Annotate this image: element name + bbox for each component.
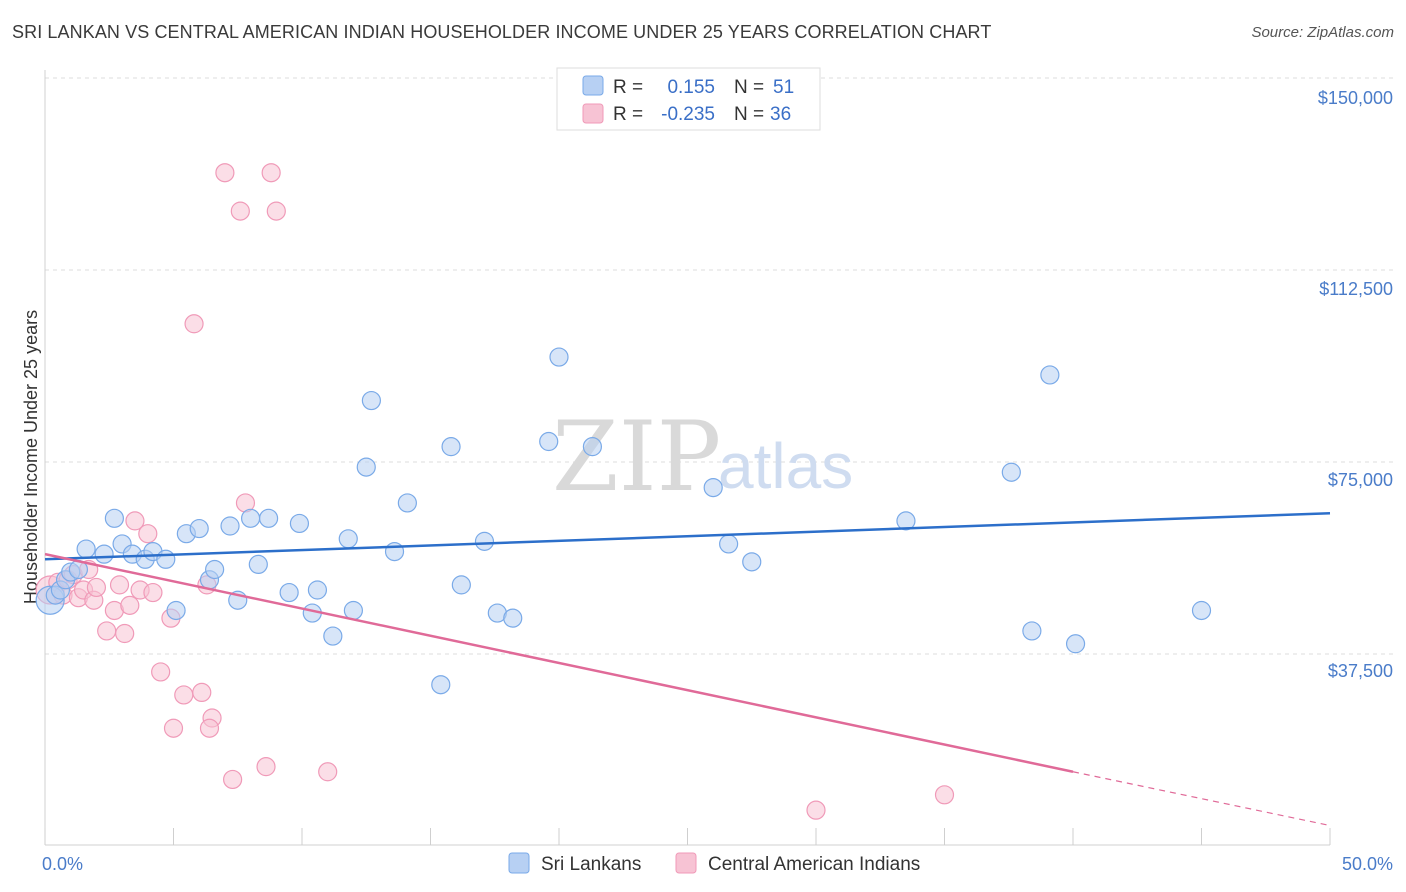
legend-r-value-1: 0.155	[667, 77, 715, 98]
point-sri-lankans	[94, 544, 114, 564]
legend-r-label-2: R =	[613, 104, 643, 125]
x-tick-label-min: 0.0%	[42, 854, 83, 874]
point-sri-lankans	[1001, 462, 1021, 482]
point-central-american-indians	[174, 685, 194, 705]
point-sri-lankans	[742, 552, 762, 572]
point-central-american-indians	[97, 621, 117, 641]
point-sri-lankans	[1040, 365, 1060, 385]
chart-title: SRI LANKAN VS CENTRAL AMERICAN INDIAN HO…	[12, 22, 992, 42]
point-sri-lankans	[719, 534, 739, 554]
y-tick-label: $37,500	[1328, 661, 1393, 681]
legend-n-label-2: N =	[734, 104, 764, 125]
point-sri-lankans	[104, 508, 124, 528]
trend-lines	[44, 511, 1331, 827]
point-sri-lankans	[289, 513, 310, 534]
point-sri-lankans	[361, 390, 381, 411]
legend-n-value-1: 51	[773, 77, 794, 98]
point-central-american-indians	[138, 524, 158, 544]
x-axis-ticks	[44, 828, 1331, 845]
point-central-american-indians	[223, 769, 243, 790]
point-sri-lankans	[156, 549, 176, 569]
point-sri-lankans	[205, 559, 225, 580]
y-tick-label: $150,000	[1318, 88, 1393, 108]
gridlines	[45, 77, 1395, 655]
chart-source: Source: ZipAtlas.com	[1251, 24, 1394, 41]
point-sri-lankans	[279, 582, 299, 603]
point-sri-lankans	[258, 508, 279, 528]
legend-swatch-central-american-indians	[582, 103, 604, 124]
y-tick-label: $112,500	[1319, 279, 1393, 299]
point-central-american-indians	[151, 662, 171, 682]
point-central-american-indians	[115, 623, 135, 644]
series-legend: Sri Lankans Central American Indians	[508, 852, 920, 875]
watermark-zip: ZIP	[552, 401, 721, 513]
point-central-american-indians	[86, 577, 107, 598]
point-central-american-indians	[184, 314, 204, 334]
point-central-american-indians	[143, 582, 163, 603]
point-sri-lankans	[241, 508, 261, 528]
y-axis-title: Householder Income Under 25 years	[21, 310, 41, 604]
point-central-american-indians	[266, 201, 286, 221]
point-sri-lankans	[539, 431, 559, 452]
point-sri-lankans	[582, 437, 603, 457]
bottom-legend-swatch-central-american-indians	[675, 852, 697, 874]
point-central-american-indians	[192, 682, 212, 703]
point-central-american-indians	[163, 718, 184, 738]
point-central-american-indians	[125, 511, 145, 531]
point-sri-lankans	[431, 675, 451, 695]
legend-r-value-2: -0.235	[661, 104, 715, 125]
point-sri-lankans	[323, 626, 343, 646]
y-tick-label: $75,000	[1328, 470, 1393, 490]
bottom-legend-label-sri-lankans: Sri Lankans	[541, 854, 641, 875]
point-sri-lankans	[896, 511, 916, 531]
point-sri-lankans	[1065, 634, 1086, 654]
point-central-american-indians	[318, 762, 338, 782]
point-sri-lankans	[343, 600, 363, 621]
point-sri-lankans	[451, 575, 471, 595]
bottom-legend-swatch-sri-lankans	[508, 852, 530, 874]
point-sri-lankans	[76, 539, 96, 559]
point-sri-lankans	[307, 580, 328, 600]
point-central-american-indians	[215, 163, 235, 183]
point-sri-lankans	[356, 457, 376, 477]
point-central-american-indians	[261, 163, 281, 183]
point-central-american-indians	[120, 595, 140, 615]
point-sri-lankans	[441, 437, 461, 457]
point-central-american-indians	[199, 718, 220, 738]
point-central-american-indians	[256, 757, 276, 777]
legend-n-value-2: 36	[770, 104, 791, 125]
point-sri-lankans	[549, 347, 569, 367]
point-sri-lankans	[503, 608, 523, 628]
point-sri-lankans	[703, 478, 723, 498]
point-sri-lankans	[248, 554, 268, 575]
legend-n-label-1: N =	[734, 77, 764, 98]
point-sri-lankans	[220, 516, 240, 536]
trend-line-sri-lankans	[44, 511, 1331, 561]
trend-line-central-american-indians-extrapolated	[1072, 771, 1331, 827]
bottom-legend-label-central-american-indians: Central American Indians	[708, 854, 920, 875]
point-sri-lankans	[166, 600, 186, 621]
series-sri-lankans-points	[35, 347, 1212, 695]
point-central-american-indians	[109, 575, 130, 595]
stats-legend: R = 0.155 N = 51 R = -0.235 N = 36	[556, 67, 821, 131]
trend-line-central-american-indians	[44, 552, 1074, 773]
point-central-american-indians	[806, 800, 826, 820]
watermark-atlas: atlas	[718, 430, 853, 502]
point-sri-lankans	[1191, 600, 1212, 621]
point-sri-lankans	[189, 518, 209, 539]
point-sri-lankans	[338, 529, 358, 549]
point-central-american-indians	[934, 785, 955, 805]
x-tick-label-max: 50.0%	[1342, 854, 1393, 874]
point-sri-lankans	[474, 531, 495, 551]
point-sri-lankans	[397, 493, 417, 513]
legend-swatch-sri-lankans	[582, 75, 604, 96]
legend-r-label-1: R =	[613, 77, 643, 98]
y-axis-tick-labels: $150,000 $112,500 $75,000 $37,500	[1318, 88, 1393, 681]
point-sri-lankans	[1022, 621, 1042, 641]
point-central-american-indians	[230, 201, 250, 221]
